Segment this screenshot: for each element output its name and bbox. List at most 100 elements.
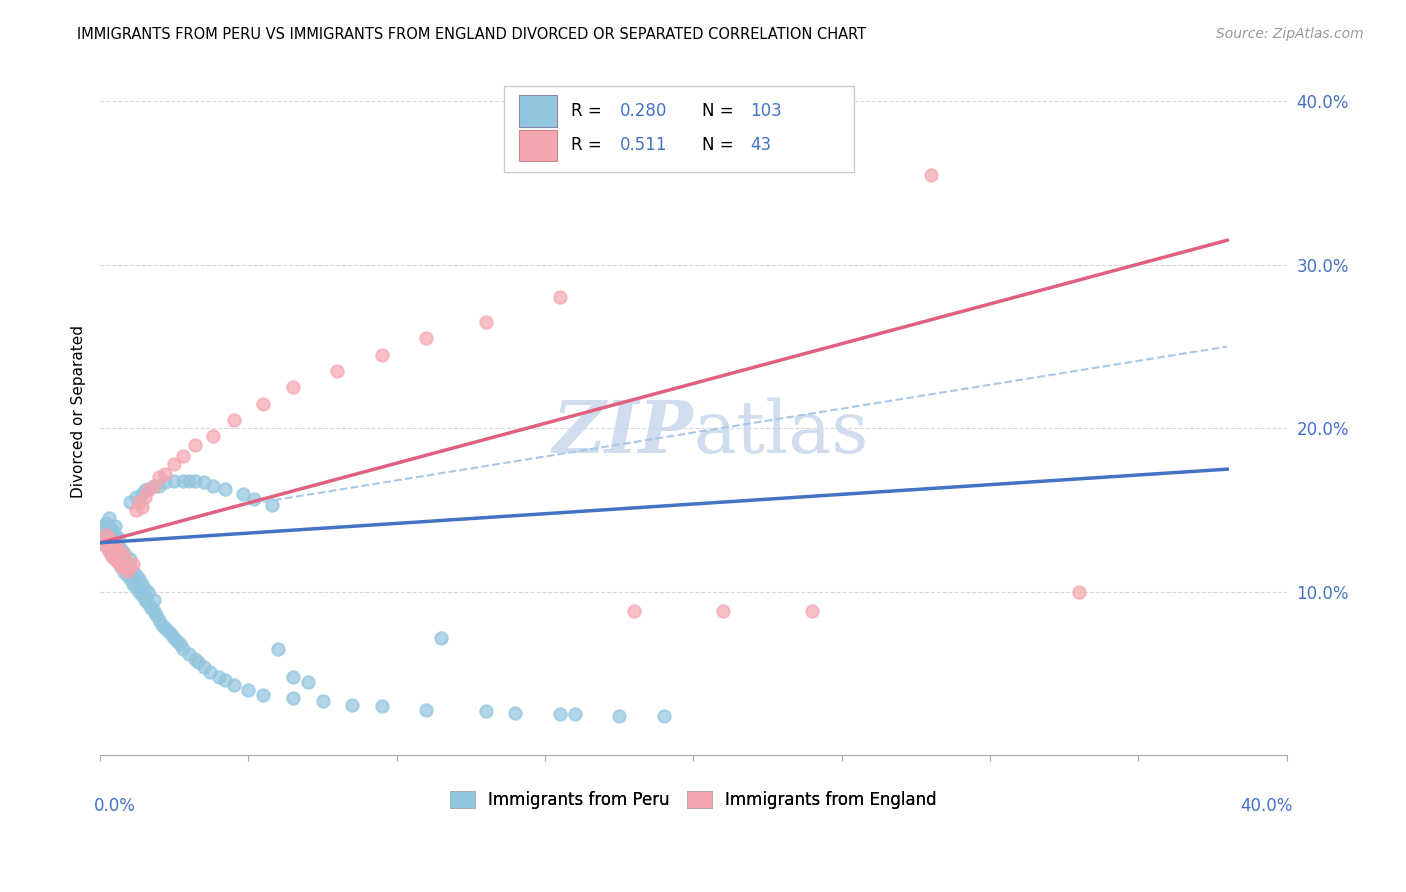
Point — [281, 670, 304, 684]
Point — [208, 670, 231, 684]
Point — [163, 457, 186, 471]
Point — [139, 601, 162, 615]
Point — [155, 467, 177, 481]
Point — [98, 531, 121, 545]
Text: atlas: atlas — [693, 397, 869, 467]
Point — [134, 490, 156, 504]
Point — [98, 544, 121, 558]
Text: Source: ZipAtlas.com: Source: ZipAtlas.com — [1216, 27, 1364, 41]
Point — [107, 539, 129, 553]
Point — [152, 617, 174, 632]
Point — [121, 557, 143, 571]
Text: 103: 103 — [751, 102, 782, 120]
Point — [564, 707, 586, 722]
Point — [238, 682, 260, 697]
Point — [110, 558, 132, 573]
Point — [101, 549, 124, 563]
Point — [326, 364, 349, 378]
Y-axis label: Divorced or Separated: Divorced or Separated — [72, 326, 86, 499]
Point — [118, 495, 141, 509]
Point — [94, 516, 117, 530]
Point — [172, 642, 194, 657]
Point — [121, 565, 143, 579]
Point — [548, 707, 571, 722]
Point — [281, 691, 304, 706]
Point — [172, 474, 194, 488]
Point — [155, 475, 177, 490]
Point — [415, 702, 437, 716]
Point — [131, 576, 153, 591]
Text: R =: R = — [571, 102, 607, 120]
Point — [91, 535, 114, 549]
Point — [136, 584, 159, 599]
Text: 0.511: 0.511 — [620, 136, 668, 154]
Point — [107, 555, 129, 569]
Point — [131, 500, 153, 514]
Point — [104, 552, 127, 566]
Point — [160, 627, 183, 641]
Text: IMMIGRANTS FROM PERU VS IMMIGRANTS FROM ENGLAND DIVORCED OR SEPARATED CORRELATIO: IMMIGRANTS FROM PERU VS IMMIGRANTS FROM … — [77, 27, 866, 42]
Point — [623, 604, 645, 618]
Point — [115, 568, 138, 582]
Point — [148, 470, 170, 484]
Point — [201, 478, 224, 492]
Point — [252, 397, 274, 411]
Point — [920, 168, 942, 182]
Point — [163, 631, 186, 645]
Point — [607, 709, 630, 723]
Text: 40.0%: 40.0% — [1240, 797, 1292, 814]
Point — [104, 552, 127, 566]
Point — [107, 531, 129, 545]
Point — [262, 498, 284, 512]
Point — [121, 576, 143, 591]
Point — [142, 604, 165, 618]
Point — [112, 549, 135, 563]
Point — [231, 486, 253, 500]
Point — [145, 607, 167, 622]
Point — [142, 478, 165, 492]
Text: N =: N = — [702, 102, 738, 120]
Point — [342, 698, 364, 712]
Text: 0.280: 0.280 — [620, 102, 668, 120]
Point — [163, 474, 186, 488]
Point — [179, 474, 201, 488]
Point — [184, 437, 207, 451]
Point — [118, 560, 141, 574]
Point — [214, 673, 236, 687]
Point — [104, 527, 127, 541]
Point — [112, 560, 135, 574]
Point — [104, 519, 127, 533]
Point — [281, 380, 304, 394]
Point — [371, 699, 394, 714]
Point — [222, 413, 245, 427]
Point — [136, 482, 159, 496]
Point — [98, 527, 121, 541]
Point — [193, 475, 215, 490]
Point — [125, 580, 148, 594]
Point — [201, 429, 224, 443]
Point — [311, 694, 333, 708]
Point — [134, 593, 156, 607]
Point — [118, 552, 141, 566]
Point — [101, 535, 124, 549]
Point — [131, 486, 153, 500]
Point — [104, 535, 127, 549]
Point — [136, 596, 159, 610]
Point — [101, 533, 124, 547]
Point — [107, 555, 129, 569]
Point — [98, 519, 121, 533]
Legend: Immigrants from Peru, Immigrants from England: Immigrants from Peru, Immigrants from En… — [443, 784, 943, 815]
FancyBboxPatch shape — [503, 86, 853, 171]
Point — [115, 558, 138, 573]
Point — [169, 637, 191, 651]
Point — [136, 483, 159, 498]
Point — [243, 491, 266, 506]
Point — [98, 535, 121, 549]
Point — [155, 621, 177, 635]
Point — [128, 572, 150, 586]
Text: 43: 43 — [751, 136, 772, 154]
Point — [505, 706, 527, 720]
Point — [134, 582, 156, 596]
Point — [297, 674, 319, 689]
Point — [94, 539, 117, 553]
